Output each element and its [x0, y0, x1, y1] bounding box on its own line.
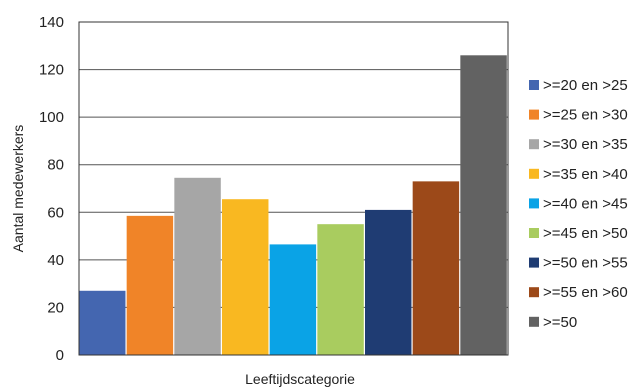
bar-6 [317, 224, 364, 355]
legend-label: >=55 en >60 [543, 284, 628, 301]
y-tick-label: 140 [39, 14, 64, 31]
legend-label: >=35 en >40 [543, 166, 628, 183]
legend-label: >=50 en >55 [543, 255, 628, 272]
y-tick-label: 60 [47, 204, 64, 221]
y-tick-label: 40 [47, 252, 64, 269]
bar-8 [412, 181, 460, 355]
bar-4 [222, 199, 269, 355]
legend-swatch [529, 316, 539, 327]
legend-label: >=25 en >30 [543, 107, 628, 124]
legend-label: >=50 [543, 314, 577, 331]
legend-label: >=30 en >35 [543, 136, 628, 153]
legend-swatch [529, 287, 539, 298]
legend-swatch [529, 198, 539, 209]
x-axis-label: Leeftijdscategorie [245, 371, 355, 387]
legend-swatch [529, 139, 539, 150]
y-tick-label: 120 [39, 62, 64, 79]
y-tick-label: 100 [39, 109, 64, 126]
bar-2 [126, 215, 174, 355]
bar-3 [174, 177, 221, 355]
bars [79, 55, 507, 356]
y-tick-labels: 0 20 40 60 80 100 120 140 [39, 14, 64, 364]
y-tick-label: 20 [47, 299, 64, 316]
bar-1 [79, 290, 126, 355]
y-tick-label: 80 [47, 157, 64, 174]
bar-5 [269, 244, 317, 355]
legend-swatch [529, 109, 539, 120]
bar-7 [365, 209, 412, 355]
legend-swatch [529, 80, 539, 90]
bar-9 [460, 55, 507, 356]
y-axis-label: Aantal medewerkers [10, 125, 26, 253]
legend-label: >=45 en >50 [543, 225, 628, 242]
legend-swatch [529, 168, 539, 179]
plot-frame [78, 21, 509, 356]
legend: >=20 en >25 >=25 en >30 >=30 en >35 >=35 en… [529, 77, 628, 331]
legend-label: >=20 en >25 [543, 77, 628, 94]
legend-label: >=40 en >45 [543, 195, 628, 212]
legend-swatch [529, 228, 539, 238]
y-tick-label: 0 [56, 347, 64, 364]
legend-swatch [529, 257, 539, 268]
